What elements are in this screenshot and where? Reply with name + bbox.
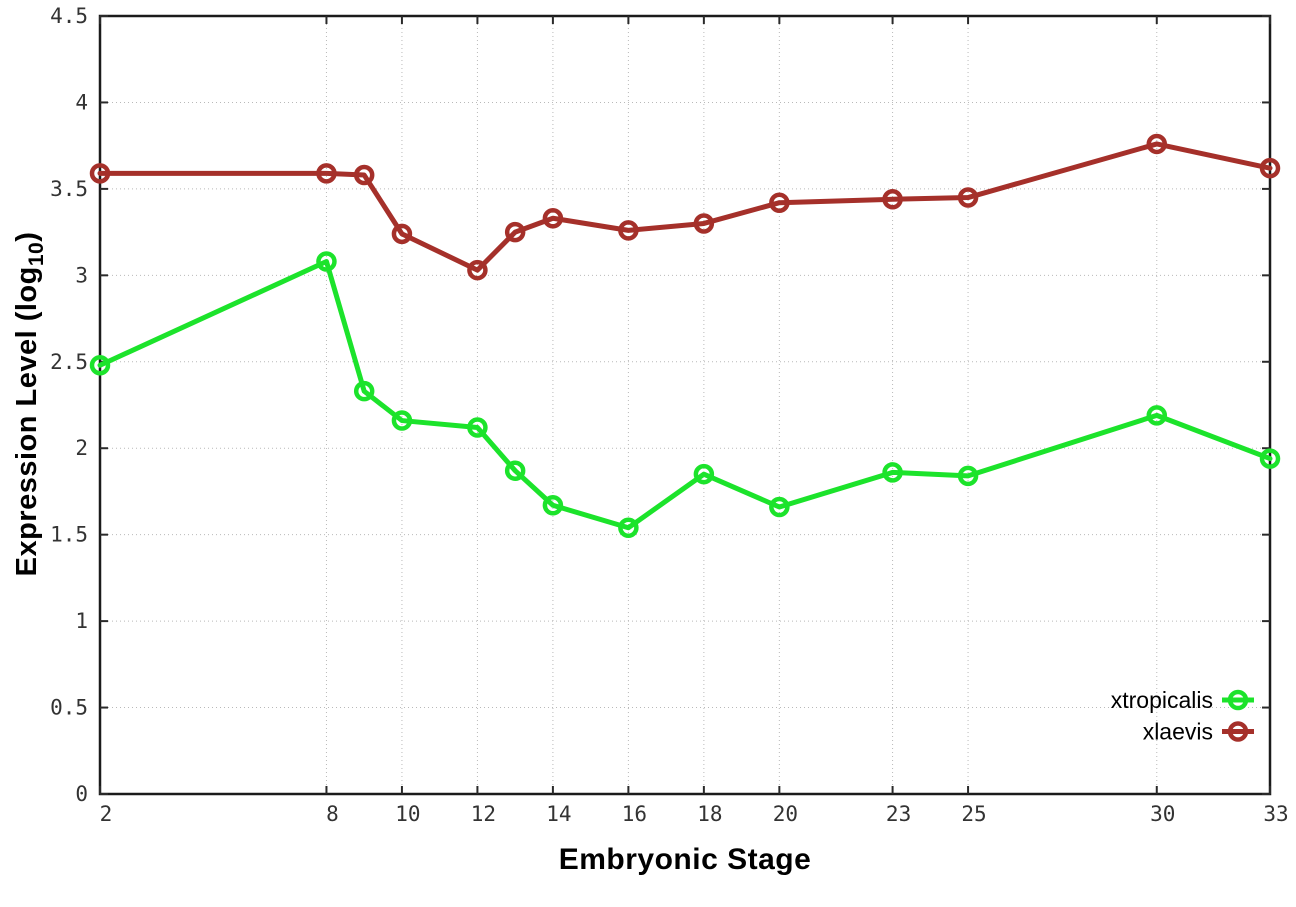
y-axis-title: Expression Level (log10) bbox=[11, 232, 49, 577]
data-point-xlaevis bbox=[769, 192, 790, 213]
y-tick-label: 2 bbox=[75, 436, 88, 460]
data-point-xtropicalis bbox=[1259, 448, 1281, 469]
y-tick-label: 2.5 bbox=[50, 350, 88, 374]
x-tick-label: 33 bbox=[1263, 802, 1288, 826]
legend-marker-xlaevis bbox=[1227, 721, 1249, 742]
x-tick-label: 30 bbox=[1150, 802, 1175, 826]
x-tick-label: 8 bbox=[326, 802, 339, 826]
data-point-xtropicalis bbox=[882, 462, 903, 483]
y-axis-title-suffix: ) bbox=[11, 231, 44, 242]
y-tick-label: 0 bbox=[75, 782, 88, 806]
legend-label-xtropicalis: xtropicalis bbox=[1111, 687, 1213, 713]
data-point-xlaevis bbox=[1146, 133, 1168, 155]
data-point-xlaevis bbox=[542, 208, 564, 229]
data-point-xtropicalis bbox=[618, 517, 639, 539]
x-tick-label: 23 bbox=[886, 802, 911, 826]
x-tick-label: 2 bbox=[100, 802, 113, 826]
x-tick-label: 12 bbox=[471, 802, 496, 826]
data-point-xlaevis bbox=[882, 189, 903, 210]
data-point-xlaevis bbox=[316, 163, 337, 184]
y-tick-label: 3 bbox=[75, 263, 88, 287]
data-point-xlaevis bbox=[467, 259, 488, 281]
data-point-xlaevis bbox=[693, 213, 715, 234]
y-tick-label: 1.5 bbox=[50, 523, 88, 547]
legend-label-xlaevis: xlaevis bbox=[1143, 719, 1213, 745]
series-line-xlaevis bbox=[97, 141, 1273, 273]
y-tick-label: 4.5 bbox=[50, 4, 88, 28]
y-axis-title-prefix: Expression Level (log bbox=[11, 266, 44, 577]
x-tick-label: 10 bbox=[395, 802, 420, 826]
y-tick-label: 3.5 bbox=[50, 177, 88, 201]
x-tick-label: 16 bbox=[622, 802, 647, 826]
data-point-xlaevis bbox=[353, 164, 375, 186]
data-point-xtropicalis bbox=[769, 496, 790, 518]
data-point-xtropicalis bbox=[1146, 405, 1168, 426]
data-point-xtropicalis bbox=[467, 417, 488, 438]
legend-marker-xtropicalis bbox=[1227, 689, 1249, 711]
data-point-xtropicalis bbox=[353, 380, 375, 402]
x-tick-label: 14 bbox=[546, 802, 571, 826]
data-point-xtropicalis bbox=[957, 465, 979, 487]
y-axis-title-subscript: 10 bbox=[24, 241, 48, 267]
data-point-xtropicalis bbox=[391, 410, 413, 431]
data-point-xlaevis bbox=[504, 221, 526, 243]
data-point-xlaevis bbox=[618, 220, 639, 241]
data-point-xlaevis bbox=[391, 223, 413, 245]
x-tick-label: 25 bbox=[961, 802, 986, 826]
data-point-xtropicalis bbox=[316, 251, 337, 272]
data-point-xtropicalis bbox=[89, 354, 111, 376]
y-tick-label: 0.5 bbox=[50, 696, 88, 720]
x-tick-label: 18 bbox=[697, 802, 722, 826]
plot-border bbox=[98, 14, 1272, 796]
data-point-xlaevis bbox=[1259, 157, 1281, 179]
x-axis-title: Embryonic Stage bbox=[558, 843, 812, 876]
data-point-xlaevis bbox=[957, 187, 979, 208]
data-point-xtropicalis bbox=[542, 495, 564, 516]
y-tick-label: 4 bbox=[75, 90, 88, 114]
y-tick-label: 1 bbox=[75, 609, 88, 633]
data-point-xtropicalis bbox=[693, 463, 715, 485]
data-point-xtropicalis bbox=[504, 460, 526, 481]
series-line-xtropicalis bbox=[97, 259, 1273, 531]
x-tick-label: 20 bbox=[773, 802, 798, 826]
data-point-xlaevis bbox=[89, 163, 111, 184]
